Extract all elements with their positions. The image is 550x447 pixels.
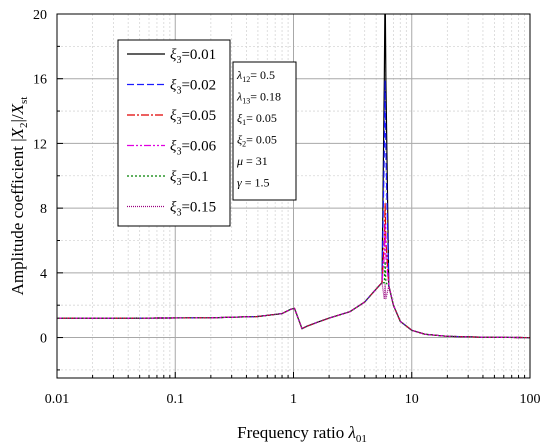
x-axis-label: Frequency ratio λ01 xyxy=(237,423,367,445)
legend-label: ξ3=0.01 xyxy=(170,47,216,66)
y-tick-label: 16 xyxy=(33,73,47,88)
series-line-6 xyxy=(57,281,530,339)
x-tick-label: 0.01 xyxy=(45,392,70,407)
parameter-label: λ13= 0.18 xyxy=(236,90,281,106)
x-tick-label: 10 xyxy=(405,392,419,407)
legend-label: ξ3=0.15 xyxy=(170,200,216,219)
y-tick-label: 4 xyxy=(40,267,47,282)
legend: ξ3=0.01 ξ3=0.02 ξ3=0.05 ξ3=0.06 ξ3=0.1 ξ3=0.1… xyxy=(117,39,231,227)
x-tick-label: 0.1 xyxy=(167,392,185,407)
parameter-label: γ = 1.5 xyxy=(237,176,270,190)
x-tick-label: 100 xyxy=(520,392,541,407)
ticks xyxy=(56,13,531,378)
curves xyxy=(57,14,530,339)
y-tick-label: 20 xyxy=(33,8,47,23)
legend-label: ξ3=0.1 xyxy=(170,169,209,188)
legend-label: ξ3=0.02 xyxy=(170,78,216,97)
parameter-label: ξ2= 0.05 xyxy=(237,133,277,149)
parameter-box: λ12= 0.5 λ13= 0.18 ξ1= 0.05 ξ2= 0.05 μ = 31 γ… xyxy=(232,61,297,201)
tick-labels: 0.01 0.1 1 10 100 0 4 8 12 16 20 xyxy=(33,8,541,407)
legend-label: ξ3=0.05 xyxy=(170,108,216,127)
y-tick-label: 8 xyxy=(40,202,47,217)
parameter-box-frame xyxy=(232,61,297,201)
x-tick-label: 1 xyxy=(290,392,297,407)
parameter-label: λ12= 0.5 xyxy=(236,68,275,84)
y-tick-label: 0 xyxy=(40,332,47,347)
legend-box xyxy=(117,39,231,227)
parameter-label: ξ1= 0.05 xyxy=(237,111,277,127)
parameter-label: μ = 31 xyxy=(236,154,268,168)
legend-label: ξ3=0.06 xyxy=(170,139,217,158)
y-axis-label: Amplitude coefficient |X2|/Xst xyxy=(8,97,30,296)
y-tick-label: 12 xyxy=(33,137,47,152)
